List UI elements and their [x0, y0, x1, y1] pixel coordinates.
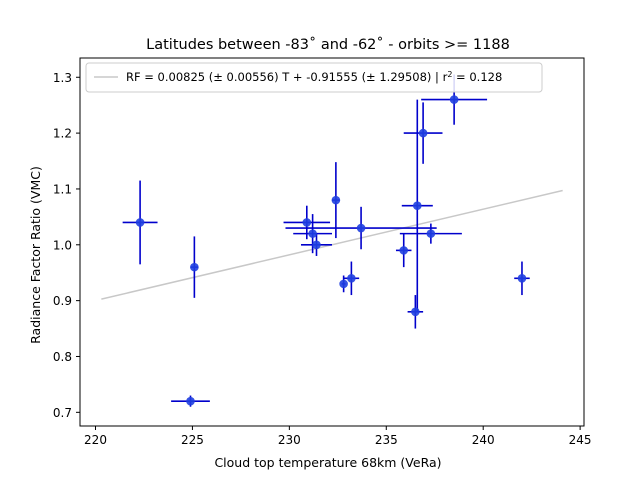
data-point [308, 229, 317, 238]
data-point [412, 201, 422, 211]
y-tick-label: 1.0 [53, 238, 72, 252]
legend: RF = 0.00825 (± 0.00556) T + -0.91555 (±… [85, 62, 543, 93]
chart-title: Latitudes between -83˚ and -62˚ - orbits… [146, 36, 510, 53]
y-tick-label: 1.3 [53, 71, 72, 85]
data-point [312, 240, 321, 250]
x-tick-label: 235 [375, 433, 398, 447]
x-tick-label: 225 [181, 433, 204, 447]
x-tick-label: 240 [472, 433, 495, 447]
data-points [135, 95, 527, 406]
y-tick-label: 0.7 [53, 406, 72, 420]
y-axis-ticks: 0.7 0.8 0.9 1.0 1.1 1.2 1.3 [53, 71, 80, 420]
x-tick-label: 220 [84, 433, 107, 447]
x-axis-ticks: 220 225 230 235 240 245 [84, 426, 592, 447]
data-point [190, 262, 199, 272]
data-point [135, 218, 145, 227]
data-point [302, 218, 312, 227]
axes-frame [79, 57, 585, 427]
axes-border [79, 57, 585, 427]
data-point [399, 246, 409, 255]
data-point [186, 396, 195, 406]
legend-box [85, 62, 543, 93]
y-tick-label: 0.8 [53, 350, 72, 364]
y-tick-label: 1.1 [53, 182, 72, 196]
data-point [517, 273, 527, 283]
legend-label: RF = 0.00825 (± 0.00556) T + -0.91555 (±… [126, 70, 502, 85]
data-point [418, 128, 428, 138]
data-point [449, 95, 459, 104]
x-tick-label: 245 [569, 433, 592, 447]
y-tick-label: 1.2 [53, 127, 72, 141]
x-axis-label: Cloud top temperature 68km (VeRa) [214, 455, 441, 470]
y-axis-label: Radiance Factor Ratio (VMC) [28, 166, 43, 344]
data-point [347, 273, 356, 283]
data-point [356, 223, 366, 233]
data-point [331, 195, 341, 205]
data-point [411, 307, 420, 317]
data-point [339, 279, 348, 289]
y-tick-label: 0.9 [53, 294, 72, 308]
x-tick-label: 230 [278, 433, 301, 447]
data-point [426, 229, 436, 238]
